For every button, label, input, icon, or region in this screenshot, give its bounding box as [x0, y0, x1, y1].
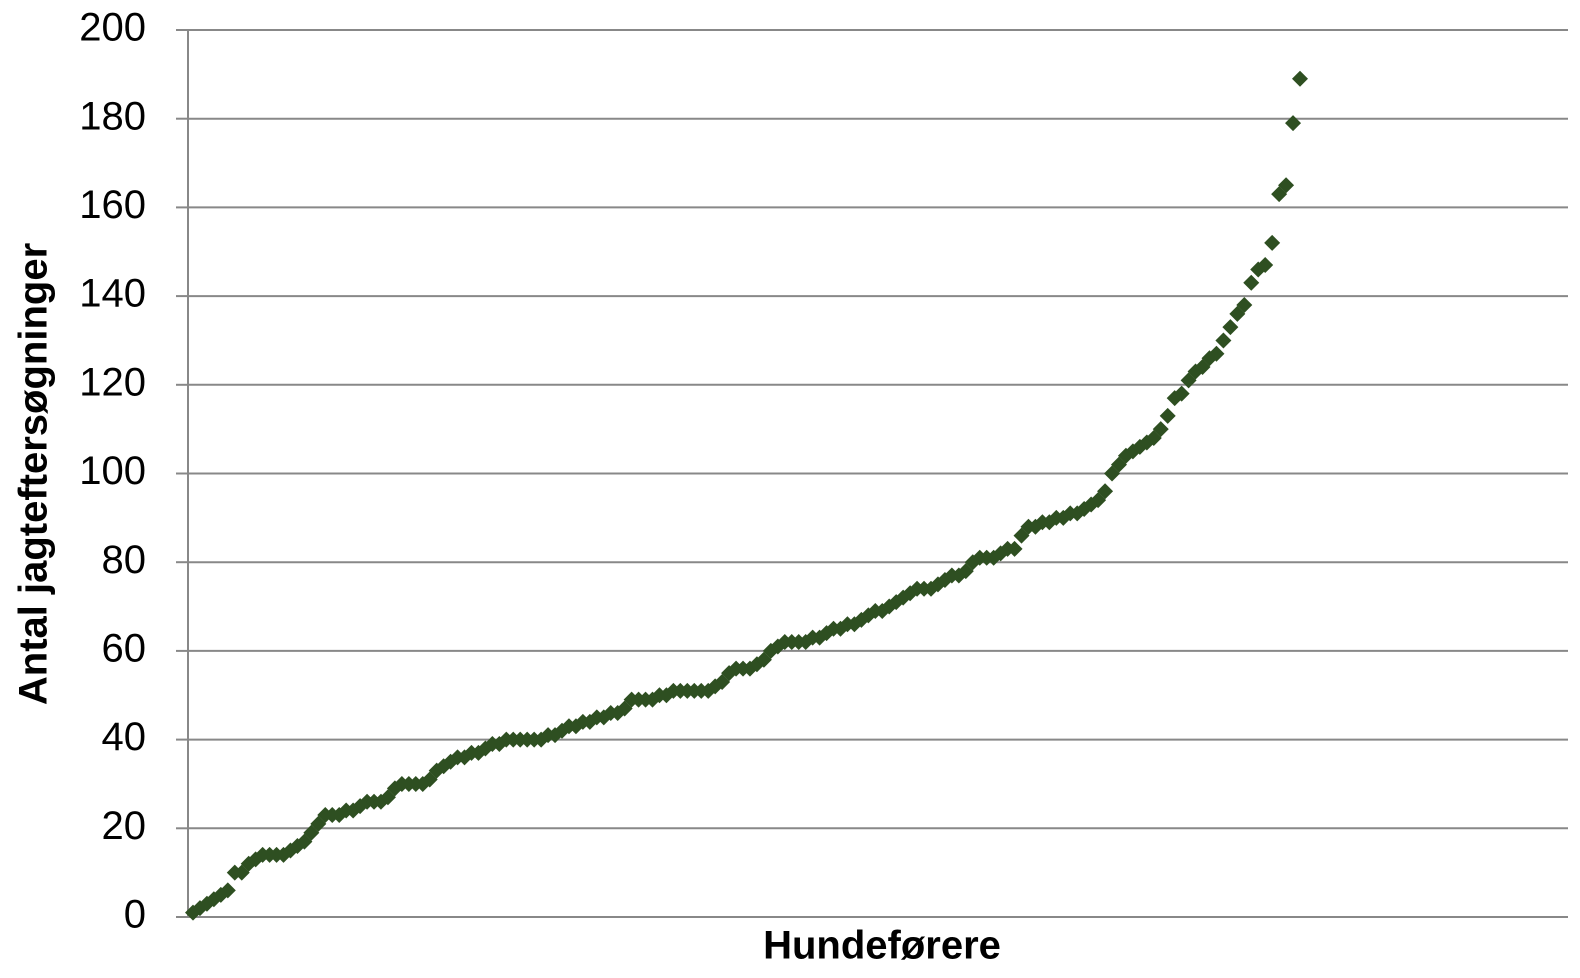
point [1236, 296, 1253, 313]
point [1208, 345, 1225, 362]
point [1285, 115, 1302, 132]
point [1222, 319, 1239, 336]
y-tick-label: 200 [79, 6, 146, 50]
y-tick-label: 180 [79, 94, 146, 138]
point [1243, 274, 1260, 291]
point [1055, 509, 1072, 526]
y-axis-label: Antal jagteftersøgninger [12, 243, 56, 705]
point [1159, 407, 1176, 424]
y-tick-label: 0 [124, 893, 146, 937]
point [1215, 332, 1232, 349]
y-tick-label: 20 [102, 804, 147, 848]
point [1173, 385, 1190, 402]
y-tick-label: 60 [102, 626, 147, 670]
point [1292, 70, 1308, 87]
y-tick-label: 140 [79, 272, 146, 316]
y-tick-label: 40 [102, 715, 147, 759]
point [1152, 421, 1169, 438]
point [219, 882, 236, 899]
point [1278, 177, 1295, 194]
point [1097, 483, 1114, 500]
x-axis-label: Hundeførere [763, 924, 1001, 968]
y-tick-label: 100 [79, 449, 146, 493]
point [1257, 257, 1274, 274]
y-tick-label: 160 [79, 183, 146, 227]
point [1006, 540, 1023, 557]
y-tick-label: 120 [79, 360, 146, 404]
point [1264, 234, 1281, 251]
y-tick-label: 80 [102, 538, 147, 582]
